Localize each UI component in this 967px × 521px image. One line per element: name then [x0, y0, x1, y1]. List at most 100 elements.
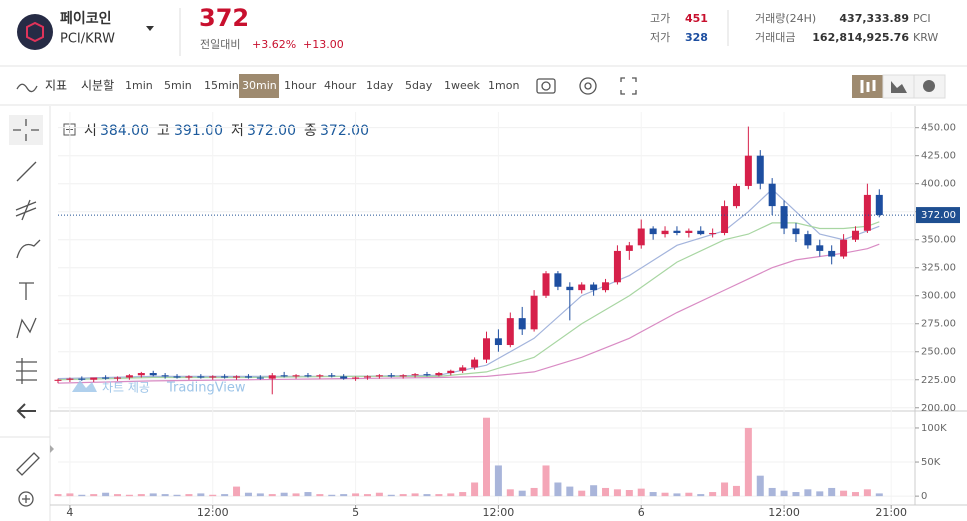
volume-bar	[149, 493, 157, 497]
candle-view-icon	[860, 80, 876, 93]
dropdown[interactable]	[146, 26, 154, 31]
indicator-icon[interactable]	[16, 83, 38, 93]
volume-bar	[316, 494, 324, 497]
coin-logo	[17, 14, 53, 50]
candle-body	[459, 367, 467, 371]
pattern-tool[interactable]	[16, 317, 37, 339]
candle-body	[387, 375, 395, 377]
moving-average	[57, 243, 880, 384]
candle-body	[411, 374, 419, 376]
candle-body	[494, 338, 502, 346]
volume-bar	[506, 489, 514, 497]
watermark-prefix: 차트 제공	[102, 381, 150, 395]
last-price-box	[916, 207, 960, 224]
moving-average	[57, 221, 880, 381]
collapse-arrow[interactable]	[50, 445, 54, 453]
candle-body	[578, 284, 586, 291]
interval-button[interactable]: 1min	[125, 79, 153, 92]
candle-body	[185, 376, 193, 378]
interval-button[interactable]: 30min	[242, 79, 277, 92]
back-tool[interactable]	[16, 403, 36, 419]
candle-body	[340, 376, 348, 379]
amount-label: 거래대금	[755, 31, 795, 44]
interval-button[interactable]: 15min	[204, 79, 239, 92]
area-view-button[interactable]	[882, 74, 915, 99]
candle-body	[221, 376, 229, 378]
brush-tool[interactable]	[16, 239, 41, 259]
candle-body	[780, 206, 788, 229]
timeshare-button[interactable]: 시분할	[81, 79, 114, 93]
legend-high: 391.00	[174, 123, 223, 139]
volume-bar	[114, 494, 122, 497]
volume-bar	[756, 475, 764, 497]
amount: 162,814,925.76	[812, 31, 909, 44]
interval-button[interactable]: 1hour	[284, 79, 317, 92]
y-tick-label: 450.00	[921, 123, 956, 134]
volume-bar	[483, 417, 490, 497]
volume-bar	[221, 494, 229, 497]
candle-body	[328, 375, 336, 377]
candle-body	[375, 375, 383, 377]
candle-body	[471, 359, 479, 368]
candle-body	[756, 155, 764, 184]
settings-center	[584, 82, 592, 90]
volume-bar	[578, 490, 586, 497]
volume-bar	[125, 494, 133, 497]
cross-icon	[13, 119, 39, 141]
interval-button[interactable]: 5day	[405, 79, 433, 92]
volume-bar	[423, 494, 431, 497]
ruler-tool[interactable]	[16, 452, 40, 476]
volume-bar	[613, 489, 621, 497]
volume-bar	[137, 494, 145, 497]
interval-button[interactable]: 4hour	[324, 79, 357, 92]
camera-icon[interactable]	[536, 78, 556, 94]
y2-tick-label: 0	[921, 491, 927, 502]
volume-bar	[661, 492, 669, 497]
candle-body	[149, 373, 157, 376]
volume-bar	[602, 487, 610, 497]
candle-body	[590, 284, 598, 291]
candle-body	[613, 250, 621, 283]
volume-bar	[435, 494, 443, 497]
volume-bar	[685, 492, 693, 497]
volume-bar	[280, 492, 288, 497]
volume-bar	[292, 493, 300, 497]
volume-bar	[744, 427, 752, 497]
candle-body	[90, 377, 98, 380]
candle-body	[816, 245, 824, 251]
fib-tool[interactable]	[15, 199, 37, 221]
volume-bar	[530, 487, 538, 497]
candle-body	[316, 375, 324, 377]
volume-bar	[542, 465, 550, 497]
interval-button[interactable]: 1week	[444, 79, 481, 92]
x-tick-label: 4	[66, 506, 73, 519]
settings-icon[interactable]	[579, 77, 597, 95]
y-tick-label: 325.00	[921, 263, 956, 274]
volume-bar	[697, 494, 705, 497]
volume-bar	[447, 493, 455, 497]
candle-body	[447, 370, 455, 374]
interval-button[interactable]: 1mon	[488, 79, 519, 92]
legend-open-label: 시	[84, 123, 97, 139]
text-tool[interactable]	[19, 282, 34, 300]
interval-button[interactable]: 5min	[164, 79, 192, 92]
volume-bar	[816, 491, 824, 497]
y-tick-label: 300.00	[921, 291, 956, 302]
fullscreen-icon[interactable]	[620, 77, 637, 95]
volume-bar	[828, 487, 836, 497]
volume-bar	[459, 492, 467, 497]
camera-lens	[541, 81, 551, 91]
interval-button[interactable]: 1day	[366, 79, 394, 92]
zoom-tool[interactable]	[18, 491, 34, 507]
legend-low-label: 저	[231, 123, 244, 139]
indicator-button[interactable]: 지표	[45, 79, 67, 93]
volume-bar	[78, 494, 86, 497]
zoom-plus	[22, 495, 30, 503]
x-tick-label: 12:00	[197, 506, 229, 519]
line-tool[interactable]	[16, 161, 37, 182]
coin-logo-mark	[26, 21, 44, 43]
volume-bar	[471, 482, 479, 497]
y-tick-label: 425.00	[921, 151, 956, 162]
measure-tool[interactable]	[16, 358, 37, 384]
candle-body	[78, 378, 86, 380]
